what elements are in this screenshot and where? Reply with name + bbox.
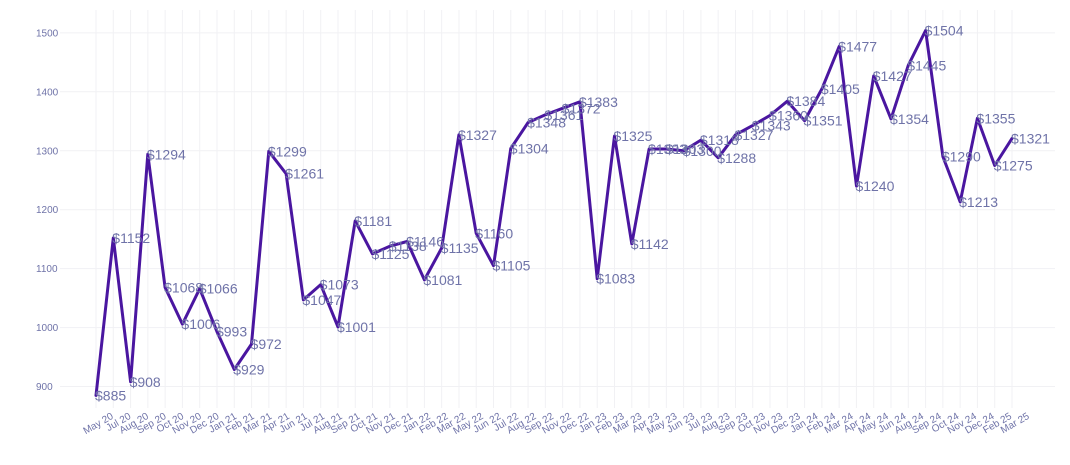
data-label: $1083 (596, 271, 635, 287)
data-label: $1135 (441, 240, 479, 256)
data-label: $1372 (562, 100, 601, 116)
data-label: $1066 (199, 281, 238, 297)
data-label: $1327 (734, 127, 773, 143)
data-label: $1160 (475, 225, 513, 241)
data-label: $1303 (665, 141, 704, 157)
data-label: $1327 (458, 127, 497, 143)
data-label: $1001 (337, 319, 376, 335)
data-label: $1318 (700, 132, 739, 148)
data-label: $908 (130, 374, 161, 390)
data-label: $1294 (147, 146, 186, 162)
y-tick-label: 1400 (36, 87, 59, 98)
data-label: $1383 (579, 94, 618, 110)
data-label: $1299 (268, 143, 307, 159)
data-label: $1343 (752, 117, 791, 133)
y-tick-label: 1300 (36, 146, 59, 157)
data-label: $1325 (613, 128, 652, 144)
data-label: $885 (95, 387, 126, 403)
data-label: $1360 (769, 107, 808, 123)
data-label: $1300 (683, 143, 722, 159)
data-label: $1068 (164, 280, 203, 296)
data-label: $1181 (354, 213, 392, 229)
data-label: $1006 (181, 316, 220, 332)
data-label: $1146 (406, 234, 444, 250)
data-label: $1477 (838, 38, 877, 54)
data-label: $1384 (786, 93, 825, 109)
data-label: $1152 (112, 230, 150, 246)
y-tick-label: 900 (36, 382, 53, 393)
y-tick-label: 1500 (36, 28, 59, 39)
data-label: $1427 (873, 68, 912, 84)
data-label: $1504 (925, 22, 964, 38)
series-line (94, 29, 1014, 397)
data-label: $972 (251, 336, 282, 352)
data-labels: $885 $1152 $908 $1294 $1068 $1006 $1066 $993 $92… (95, 22, 1050, 403)
data-label: $1288 (717, 150, 756, 166)
y-tick-label: 1000 (36, 323, 59, 334)
data-label: $1142 (631, 236, 669, 252)
y-tick-label: 1100 (36, 264, 58, 275)
data-label: $1303 (648, 141, 687, 157)
data-label: $1105 (493, 258, 531, 274)
data-label: $1304 (510, 140, 549, 156)
data-label: $1355 (976, 110, 1015, 126)
data-label: $1321 (1011, 130, 1050, 146)
grid (60, 10, 1055, 408)
data-label: $1081 (423, 272, 462, 288)
data-label: $993 (216, 324, 247, 340)
data-label: $1361 (544, 107, 583, 123)
data-label: $1125 (372, 246, 410, 262)
data-label: $929 (233, 361, 264, 377)
data-label: $1405 (821, 81, 860, 97)
data-label: $1073 (320, 277, 359, 293)
data-label: $1240 (855, 178, 894, 194)
data-label: $1348 (527, 114, 566, 130)
data-label: $1047 (302, 292, 341, 308)
data-label: $1261 (285, 166, 324, 182)
data-label: $1138 (389, 238, 427, 254)
y-axis-ticks: 900 1000 1100 1200 1300 1400 1500 (36, 28, 59, 393)
data-label: $1445 (907, 57, 946, 73)
data-label: $1354 (890, 111, 929, 127)
y-tick-label: 1200 (36, 205, 59, 216)
data-label: $1351 (804, 113, 843, 129)
data-label: $1290 (942, 149, 981, 165)
data-label: $1275 (994, 157, 1033, 173)
data-label: $1213 (959, 194, 998, 210)
